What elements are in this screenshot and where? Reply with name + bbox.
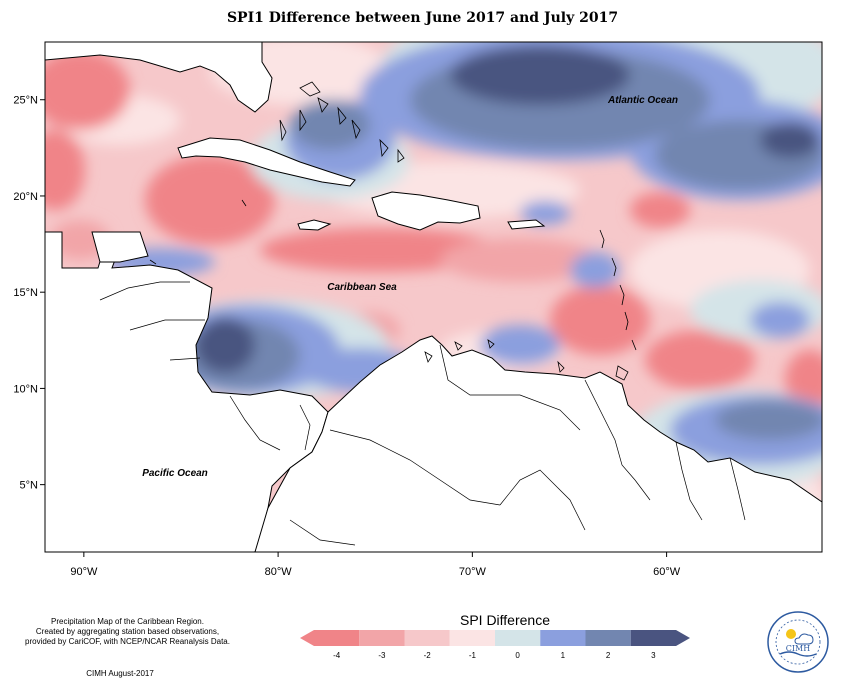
land-masses xyxy=(45,42,822,552)
logo-text: CIMH xyxy=(786,644,810,653)
legend-tick-label: 3 xyxy=(651,651,656,660)
legend-tick-label: -3 xyxy=(378,651,386,660)
legend-tick-label: -1 xyxy=(469,651,477,660)
puerto-rico-land xyxy=(507,219,546,230)
map-title: SPI1 Difference between June 2017 and Ju… xyxy=(226,10,619,26)
yucatan-land xyxy=(91,231,149,263)
footnote-line-1: Precipitation Map of the Caribbean Regio… xyxy=(51,617,204,626)
island-outlines xyxy=(149,81,637,381)
cuba-land xyxy=(177,137,356,187)
hispaniola-land xyxy=(371,191,481,231)
label-atlantic-ocean: Atlantic Ocean xyxy=(607,95,678,106)
lon-tick-label: 90°W xyxy=(70,566,98,578)
south-america-land xyxy=(254,335,822,552)
latitude-axis: 25°N 20°N 15°N 10°N 5°N xyxy=(13,95,45,492)
legend-tick-label: 1 xyxy=(561,651,566,660)
lat-tick-label: 10°N xyxy=(13,383,38,395)
label-pacific-ocean: Pacific Ocean xyxy=(142,468,208,479)
legend-swatch xyxy=(359,630,405,646)
legend-tick-label: 2 xyxy=(606,651,611,660)
footnote-line-3: provided by CariCOF, with NCEP/NCAR Rean… xyxy=(25,637,230,646)
legend-tick-label: 0 xyxy=(515,651,520,660)
lat-tick-label: 25°N xyxy=(13,95,38,107)
lon-tick-label: 70°W xyxy=(459,566,487,578)
cloud-icon xyxy=(794,633,814,645)
legend-swatch xyxy=(449,630,495,646)
country-borders xyxy=(99,281,746,546)
legend-swatch xyxy=(540,630,586,646)
jamaica-land xyxy=(297,219,332,231)
footnote-line-2: Created by aggregating station based obs… xyxy=(35,627,220,636)
legend-swatch xyxy=(630,630,690,646)
color-bar-legend: -4-3-2-101234 xyxy=(300,630,690,660)
lon-tick-label: 80°W xyxy=(265,566,293,578)
cimh-logo: CIMH xyxy=(767,611,829,673)
legend-swatch xyxy=(404,630,450,646)
credit-text: CIMH August-2017 xyxy=(86,669,154,678)
legend-title: SPI Difference xyxy=(459,612,550,628)
florida-land xyxy=(45,42,273,113)
lon-tick-label: 60°W xyxy=(653,566,681,578)
legend-tick-label: -4 xyxy=(333,651,341,660)
lat-tick-label: 15°N xyxy=(13,287,38,299)
legend-swatch xyxy=(300,630,360,646)
map-frame xyxy=(44,41,823,553)
footnote: Precipitation Map of the Caribbean Regio… xyxy=(10,617,245,647)
lat-tick-label: 20°N xyxy=(13,191,38,203)
legend-swatch xyxy=(495,630,541,646)
sun-icon xyxy=(786,629,796,639)
longitude-axis: 90°W 80°W 70°W 60°W xyxy=(70,552,681,578)
wave-icon xyxy=(779,651,817,657)
legend-swatch xyxy=(585,630,631,646)
legend-tick-label: -2 xyxy=(424,651,432,660)
label-caribbean-sea: Caribbean Sea xyxy=(327,282,397,293)
lat-tick-label: 5°N xyxy=(20,480,39,492)
spi-difference-map: 90°W 80°W 70°W 60°W 25°N 20°N 15°N 10°N 5°N Atl… xyxy=(13,41,823,578)
